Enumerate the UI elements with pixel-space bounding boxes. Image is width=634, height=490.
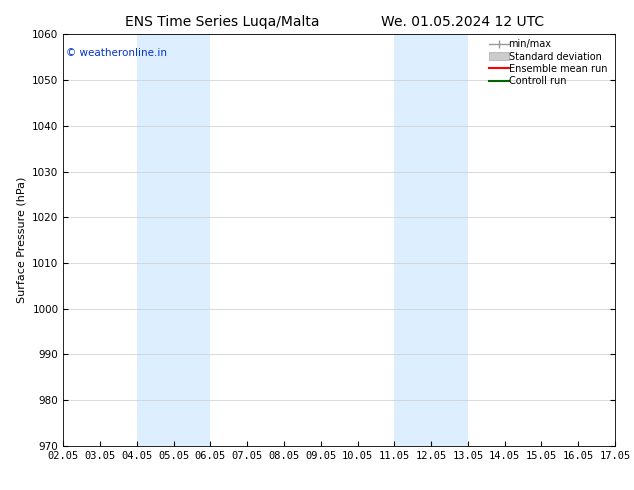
- Legend: min/max, Standard deviation, Ensemble mean run, Controll run: min/max, Standard deviation, Ensemble me…: [488, 37, 612, 88]
- Text: © weatheronline.in: © weatheronline.in: [66, 48, 167, 58]
- Text: ENS Time Series Luqa/Malta: ENS Time Series Luqa/Malta: [125, 15, 319, 29]
- Bar: [394, 34, 468, 446]
- Y-axis label: Surface Pressure (hPa): Surface Pressure (hPa): [16, 177, 27, 303]
- Text: We. 01.05.2024 12 UTC: We. 01.05.2024 12 UTC: [381, 15, 545, 29]
- Bar: [137, 34, 210, 446]
